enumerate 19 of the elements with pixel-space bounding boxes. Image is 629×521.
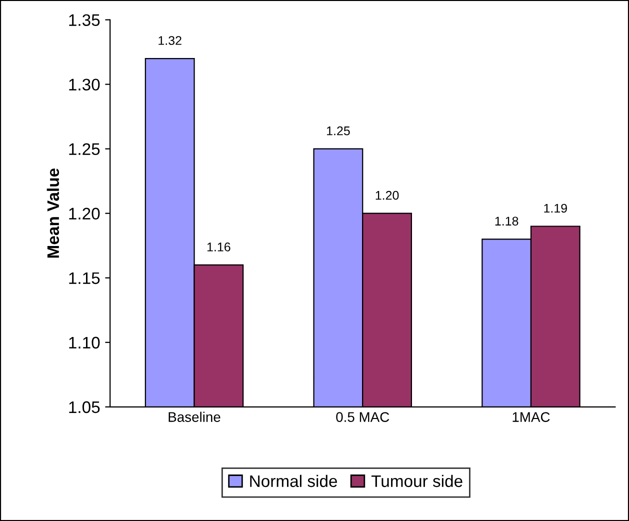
x-tick-label: 0.5 MAC	[336, 412, 390, 422]
data-label: 1.32	[158, 36, 182, 45]
data-label: 1.18	[495, 216, 518, 226]
y-tick-label: 1.20	[69, 208, 100, 220]
x-tick-label: 1MAC	[512, 412, 550, 422]
data-label: 1.20	[376, 190, 399, 200]
y-tick-label: 1.25	[69, 143, 100, 156]
y-axis-title: Mean Value	[46, 168, 60, 258]
data-label: 1.16	[207, 242, 230, 252]
legend-label: Normal side	[250, 474, 338, 488]
y-tick-label: 1.10	[69, 336, 100, 349]
y-tick-label: 1.15	[69, 272, 100, 284]
y-tick-label: 1.30	[69, 78, 100, 91]
y-tick-label: 1.35	[69, 14, 100, 26]
data-label: 1.19	[544, 204, 567, 213]
legend-label: Tumour side	[371, 474, 462, 488]
data-label: 1.25	[326, 126, 350, 136]
y-tick-label: 1.05	[69, 401, 100, 414]
x-tick-label: Baseline	[168, 412, 220, 422]
